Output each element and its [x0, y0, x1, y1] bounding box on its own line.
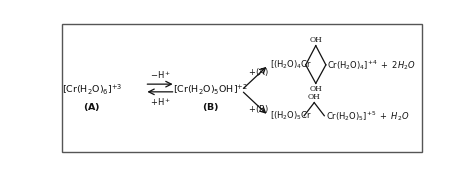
FancyBboxPatch shape: [63, 24, 422, 152]
Text: $+\mathrm{(B)}$: $+\mathrm{(B)}$: [247, 103, 268, 115]
Text: $-\mathrm{H}^+$: $-\mathrm{H}^+$: [149, 69, 171, 81]
Text: $+\mathrm{(A)}$: $+\mathrm{(A)}$: [247, 66, 268, 78]
Text: $[\mathrm{Cr(H_2O)_5OH}]^{+2}$: $[\mathrm{Cr(H_2O)_5OH}]^{+2}$: [173, 83, 248, 97]
Text: $[\mathrm{Cr(H_2O)_6}]^{+3}$: $[\mathrm{Cr(H_2O)_6}]^{+3}$: [62, 83, 122, 97]
Text: $\mathrm{Cr(H_2O)_4}]^{+4}\ +\ 2H_2O$: $\mathrm{Cr(H_2O)_4}]^{+4}\ +\ 2H_2O$: [328, 58, 416, 72]
Text: $[\mathrm{(H_2O)_5Cr}$: $[\mathrm{(H_2O)_5Cr}$: [270, 109, 312, 122]
Text: OH: OH: [308, 93, 320, 101]
Text: $\mathbf{(A)}$: $\mathbf{(A)}$: [83, 101, 100, 113]
Text: $+\mathrm{H}^+$: $+\mathrm{H}^+$: [149, 96, 171, 108]
Text: $\mathbf{(B)}$: $\mathbf{(B)}$: [202, 101, 219, 113]
Text: $[\mathrm{(H_2O)_4Cr}$: $[\mathrm{(H_2O)_4Cr}$: [270, 59, 312, 71]
Text: OH: OH: [310, 36, 322, 44]
Text: $\mathrm{Cr(H_2O)_5}]^{+5}\ +\ H_2O$: $\mathrm{Cr(H_2O)_5}]^{+5}\ +\ H_2O$: [326, 109, 409, 123]
Text: OH: OH: [310, 85, 322, 93]
